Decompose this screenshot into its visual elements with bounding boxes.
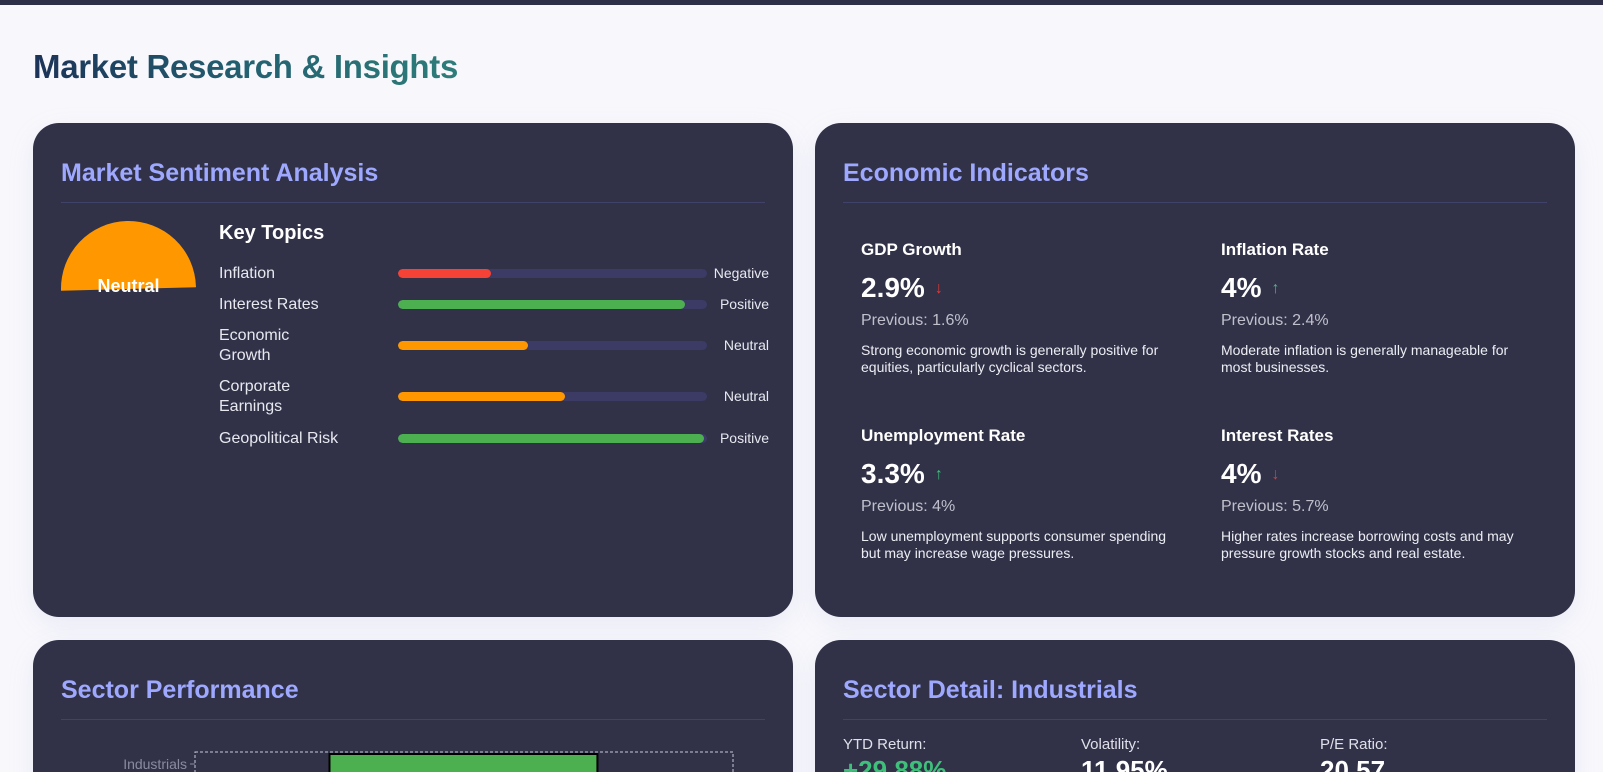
indicator-gdp-growth: GDP Growth 2.9% ↓ Previous: 1.6% Strong …: [861, 240, 1181, 376]
gauge-label: Neutral: [97, 276, 160, 296]
topic-row: Inflation Negative: [219, 264, 769, 284]
indicator-description: Strong economic growth is generally posi…: [861, 342, 1159, 375]
indicator-value: 4%: [1221, 458, 1262, 489]
topic-name: Corporate Earnings: [219, 378, 291, 415]
indicator-previous: Previous: 5.7%: [1221, 498, 1329, 515]
topic-bar-track: [398, 392, 707, 401]
sector-performance-chart: Industrials: [123, 751, 734, 772]
topic-sentiment: Neutral: [723, 337, 769, 353]
arrow-up-icon: ↑: [934, 466, 943, 483]
indicator-value: 2.9%: [861, 272, 925, 303]
top-bar: [0, 0, 1603, 5]
indicator-inflation-rate: Inflation Rate 4% ↑ Previous: 2.4% Moder…: [1221, 240, 1541, 376]
indicator-interest-rates: Interest Rates 4% ↓ Previous: 5.7% Highe…: [1221, 426, 1541, 562]
card-title: Economic Indicators: [843, 159, 1089, 187]
stat-value: 20.57: [1320, 755, 1386, 772]
indicator-previous: Previous: 2.4%: [1221, 312, 1329, 329]
indicator-description: Moderate inflation is generally manageab…: [1221, 342, 1509, 375]
topic-row: Corporate Earnings Neutral: [219, 377, 769, 417]
indicator-name: Unemployment Rate: [861, 426, 1026, 445]
card-title: Market Sentiment Analysis: [61, 159, 379, 187]
topic-bar-fill: [398, 300, 686, 309]
topic-bar-track: [398, 300, 707, 309]
topic-sentiment: Neutral: [723, 388, 769, 404]
card-title: Sector Detail: Industrials: [843, 676, 1138, 704]
indicator-previous: Previous: 4%: [861, 498, 956, 515]
indicator-name: GDP Growth: [861, 240, 962, 259]
arrow-down-icon: ↓: [934, 280, 943, 297]
sector-detail-card: Sector Detail: Industrials YTD Return: +…: [815, 640, 1575, 772]
stat-value: +29.88%: [843, 755, 947, 772]
topic-name: Geopolitical Risk: [219, 430, 339, 447]
topic-sentiment: Positive: [719, 296, 769, 312]
sentiment-gauge: Neutral: [59, 219, 196, 296]
topic-bar-track: [398, 269, 707, 278]
topic-sentiment: Negative: [713, 265, 769, 281]
stat-ytd-return: YTD Return: +29.88%: [843, 736, 946, 772]
selected-highlight: [194, 751, 734, 772]
sentiment-card: Market Sentiment Analysis Neutral Key To…: [33, 123, 793, 617]
stat-label: P/E Ratio:: [1320, 736, 1388, 753]
indicator-description: Low unemployment supports consumer spend…: [861, 528, 1167, 561]
topic-row: Geopolitical Risk Positive: [219, 429, 769, 449]
arrow-up-icon: ↑: [1271, 280, 1280, 297]
indicator-unemployment-rate: Unemployment Rate 3.3% ↑ Previous: 4% Lo…: [861, 426, 1181, 562]
indicator-value: 3.3%: [861, 458, 925, 489]
card-title: Sector Performance: [61, 676, 299, 704]
key-topics-title: Key Topics: [219, 222, 325, 244]
indicator-value: 4%: [1221, 272, 1262, 303]
topic-sentiment: Positive: [719, 430, 769, 446]
topic-bar-fill: [398, 434, 704, 443]
topic-name: Economic Growth: [219, 327, 290, 364]
sector-bar[interactable]: [328, 753, 599, 772]
page-title: Market Research & Insights: [33, 48, 459, 85]
indicator-description: Higher rates increase borrowing costs an…: [1221, 528, 1514, 561]
indicator-name: Inflation Rate: [1221, 240, 1329, 259]
topic-name: Interest Rates: [219, 296, 319, 313]
topic-row: Economic Growth Neutral: [219, 326, 769, 366]
topic-bar-track: [398, 341, 707, 350]
divider: [61, 202, 765, 203]
divider: [61, 719, 765, 720]
indicator-name: Interest Rates: [1221, 426, 1334, 445]
topic-bar-fill: [398, 269, 491, 278]
stat-label: YTD Return:: [843, 736, 927, 753]
category-label: Industrials: [123, 756, 187, 772]
stat-value: 11.95%: [1081, 755, 1168, 772]
topic-bar-fill: [398, 341, 528, 350]
stat-volatility: Volatility: 11.95%: [1081, 736, 1168, 772]
economic-indicators-card: Economic Indicators GDP Growth 2.9% ↓ Pr…: [815, 123, 1575, 617]
topic-row: Interest Rates Positive: [219, 295, 769, 315]
topic-name: Inflation: [219, 265, 276, 282]
divider: [843, 202, 1547, 203]
indicator-previous: Previous: 1.6%: [861, 312, 969, 329]
stat-label: Volatility:: [1081, 736, 1141, 753]
stat-pe-ratio: P/E Ratio: 20.57: [1320, 736, 1388, 772]
topic-bar-track: [398, 434, 707, 443]
arrow-down-icon: ↓: [1271, 466, 1280, 483]
sector-performance-card: Sector Performance Industrials: [33, 640, 793, 772]
divider: [843, 719, 1547, 720]
topic-bar-fill: [398, 392, 565, 401]
